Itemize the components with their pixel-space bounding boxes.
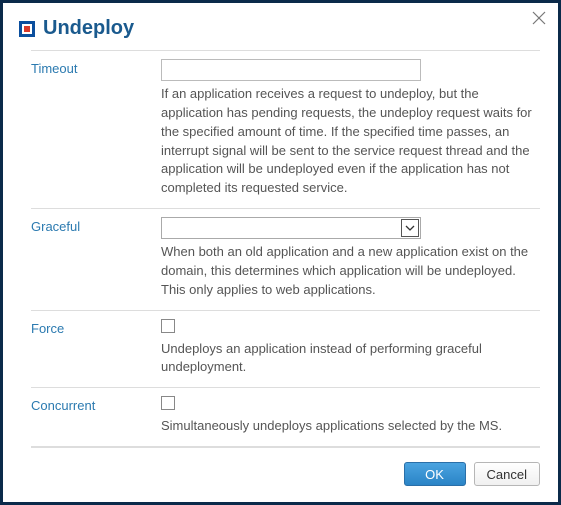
dialog-header: Undeploy — [3, 3, 558, 50]
force-description: Undeploys an application instead of perf… — [161, 340, 540, 378]
field-graceful: Graceful When both an old application an… — [31, 208, 540, 310]
timeout-label: Timeout — [31, 59, 161, 198]
field-timeout: Timeout If an application receives a req… — [31, 50, 540, 208]
timeout-input[interactable] — [161, 59, 421, 81]
dialog-content: Timeout If an application receives a req… — [3, 50, 558, 447]
force-label: Force — [31, 319, 161, 378]
close-icon — [530, 9, 548, 27]
dialog-footer: OK Cancel — [31, 447, 540, 502]
concurrent-description: Simultaneously undeploys applications se… — [161, 417, 540, 436]
graceful-select[interactable] — [161, 217, 421, 239]
app-logo-icon — [19, 21, 35, 37]
timeout-description: If an application receives a request to … — [161, 85, 540, 198]
concurrent-checkbox[interactable] — [161, 396, 175, 410]
dialog-title: Undeploy — [43, 17, 134, 40]
concurrent-label: Concurrent — [31, 396, 161, 436]
force-checkbox[interactable] — [161, 319, 175, 333]
field-concurrent: Concurrent Simultaneously undeploys appl… — [31, 387, 540, 447]
graceful-description: When both an old application and a new a… — [161, 243, 540, 300]
cancel-button[interactable]: Cancel — [474, 462, 540, 486]
ok-button[interactable]: OK — [404, 462, 466, 486]
graceful-label: Graceful — [31, 217, 161, 300]
undeploy-dialog: Undeploy Timeout If an application recei… — [0, 0, 561, 505]
field-force: Force Undeploys an application instead o… — [31, 310, 540, 388]
chevron-down-icon — [401, 219, 419, 237]
close-button[interactable] — [530, 9, 548, 27]
